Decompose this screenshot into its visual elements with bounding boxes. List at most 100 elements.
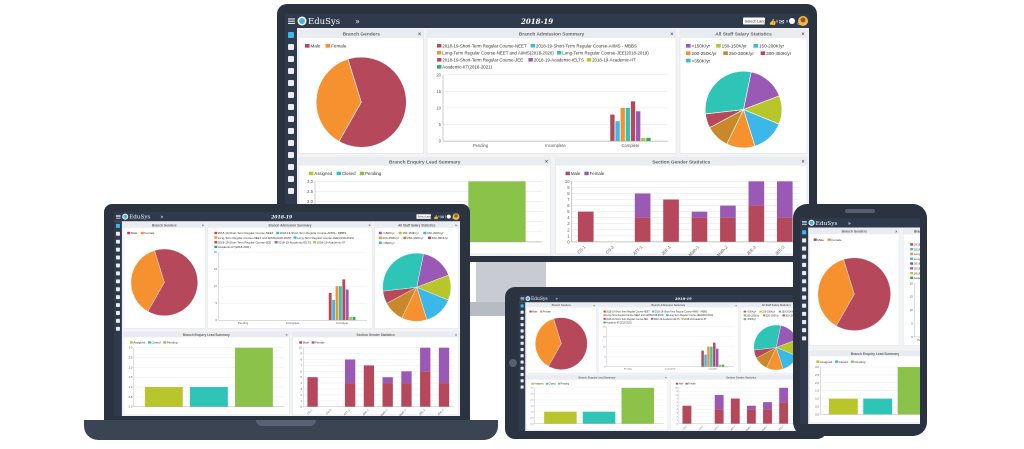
section-gender-bar[interactable] [634, 193, 651, 218]
section-gender-bar[interactable] [779, 387, 789, 403]
home-icon[interactable] [115, 223, 120, 228]
enquiry-lead-bar[interactable] [468, 181, 526, 242]
panel-enquiry-close-icon[interactable]: × [545, 159, 549, 165]
panel-section-close-icon[interactable]: × [801, 159, 805, 165]
section-gender-bar[interactable] [746, 409, 756, 424]
document-icon[interactable] [288, 164, 294, 170]
section-gender-bar[interactable] [691, 217, 708, 242]
enquiry-lead-bar[interactable] [582, 411, 616, 424]
enquiry-lead-bar[interactable] [863, 398, 893, 415]
star-icon[interactable] [802, 328, 807, 333]
map-pin-icon[interactable] [288, 188, 294, 194]
info-icon[interactable] [115, 247, 120, 252]
panel-enquiry-close-icon[interactable]: × [665, 376, 667, 380]
map-pin-icon[interactable] [115, 326, 120, 331]
branch-admission-bar[interactable] [710, 346, 713, 367]
section-gender-bar[interactable] [720, 217, 736, 242]
branch-admission-bar[interactable] [625, 107, 631, 142]
info-icon[interactable] [520, 323, 524, 327]
card-icon[interactable] [802, 279, 807, 284]
branch-admission-bar[interactable] [342, 279, 346, 321]
mail-icon[interactable]: ✉ [779, 18, 785, 26]
document-icon[interactable] [802, 295, 807, 300]
document-icon[interactable] [520, 373, 524, 377]
menu-icon[interactable] [288, 22, 295, 24]
section-gender-bar[interactable] [401, 383, 412, 407]
menu-icon[interactable] [520, 297, 525, 298]
section-gender-bar[interactable] [363, 365, 375, 407]
staff-salary-slice[interactable] [704, 71, 752, 115]
mail-icon[interactable]: ✉ [440, 216, 444, 221]
panel-section-close-icon[interactable]: × [455, 332, 458, 337]
tablet-home-button[interactable] [509, 359, 517, 367]
section-gender-bar[interactable] [420, 371, 431, 407]
monitor-icon[interactable] [520, 316, 524, 320]
menu-icon[interactable] [115, 217, 121, 219]
enquiry-lead-bar[interactable] [144, 387, 183, 407]
branch-admission-bar[interactable] [701, 350, 704, 367]
section-gender-bar[interactable] [748, 205, 765, 242]
branch-genders-slice[interactable] [338, 56, 407, 148]
section-gender-bar[interactable] [420, 347, 431, 372]
section-gender-bar[interactable] [438, 347, 450, 384]
branch-admission-bar[interactable] [338, 286, 342, 321]
panel-admission-close-icon[interactable]: × [368, 222, 371, 227]
star-icon[interactable] [520, 379, 524, 383]
section-gender-bar[interactable] [730, 398, 740, 424]
home-icon[interactable] [288, 32, 294, 38]
flag-icon[interactable] [115, 279, 120, 284]
enquiry-lead-bar[interactable] [235, 347, 273, 407]
menu-icon[interactable] [802, 222, 807, 224]
section-gender-bar[interactable] [714, 394, 724, 410]
monitor-icon[interactable] [288, 56, 294, 62]
card-icon[interactable] [288, 104, 294, 110]
users-icon[interactable] [520, 335, 524, 339]
info-icon[interactable] [288, 68, 294, 74]
section-gender-bar[interactable] [382, 383, 393, 407]
flag-icon[interactable] [802, 287, 807, 292]
branch-admission-bar[interactable] [721, 364, 725, 367]
section-gender-bar[interactable] [720, 205, 736, 218]
staff-salary-slice[interactable] [753, 324, 781, 351]
section-gender-bar[interactable] [682, 405, 692, 424]
users-icon[interactable] [802, 271, 807, 276]
branch-admission-bar[interactable] [620, 107, 625, 142]
section-gender-bar[interactable] [763, 409, 772, 424]
section-gender-bar[interactable] [748, 181, 765, 206]
document-icon[interactable] [115, 287, 120, 292]
panel-salary-close-icon[interactable]: × [455, 222, 458, 227]
enquiry-lead-bar[interactable] [828, 398, 858, 415]
document-icon[interactable] [802, 311, 807, 316]
document-icon[interactable] [520, 360, 524, 364]
section-gender-bar[interactable] [779, 402, 789, 424]
panel-admission-close-icon[interactable]: × [670, 32, 674, 38]
branch-admission-bar[interactable] [707, 346, 710, 367]
collapse-sidebar-icon[interactable]: » [848, 221, 851, 227]
branch-admission-bar[interactable] [718, 364, 722, 367]
thumbs-up-icon[interactable]: 👍 [769, 18, 776, 26]
branch-admission-bar[interactable] [704, 354, 707, 367]
section-gender-bar[interactable] [634, 217, 651, 242]
collapse-sidebar-icon[interactable]: » [355, 17, 360, 26]
star-icon[interactable] [288, 176, 294, 182]
branch-admission-bar[interactable] [349, 316, 353, 321]
branch-admission-bar[interactable] [352, 316, 356, 321]
bank-icon[interactable] [288, 44, 294, 50]
branch-genders-slice[interactable] [835, 257, 891, 331]
enquiry-lead-bar[interactable] [897, 367, 920, 415]
flag-icon[interactable] [288, 116, 294, 122]
enquiry-lead-bar[interactable] [189, 387, 228, 407]
branch-genders-slice[interactable] [315, 58, 362, 142]
user-plus-icon[interactable] [288, 80, 294, 86]
star-icon[interactable] [115, 318, 120, 323]
section-gender-bar[interactable] [691, 211, 708, 218]
section-gender-bar[interactable] [763, 402, 772, 410]
branch-admission-bar[interactable] [715, 348, 719, 367]
flag-icon[interactable] [520, 348, 524, 352]
panel-salary-close-icon[interactable]: × [801, 32, 805, 38]
bank-icon[interactable] [520, 310, 524, 314]
panel-genders-close-icon[interactable]: × [202, 222, 205, 227]
user-plus-icon[interactable] [802, 262, 807, 267]
section-gender-bar[interactable] [438, 383, 450, 407]
branch-admission-bar[interactable] [610, 114, 615, 142]
